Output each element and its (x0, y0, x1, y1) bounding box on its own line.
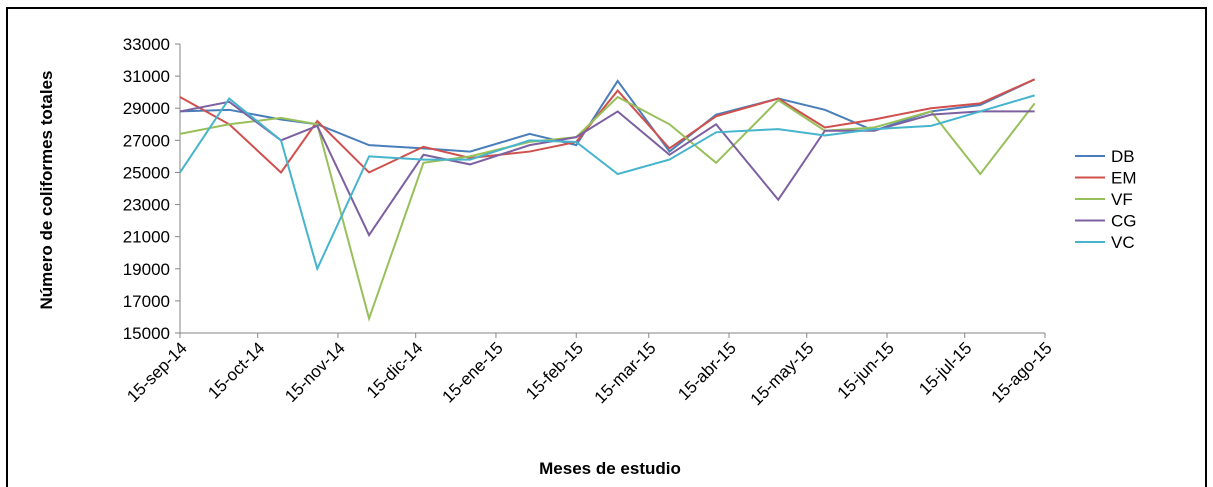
x-tick-label: 15-dic-14 (363, 338, 427, 402)
legend-label: VF (1111, 190, 1133, 209)
y-tick-label: 25000 (123, 163, 170, 182)
chart-border (6, 7, 1207, 487)
y-tick-label: 19000 (123, 260, 170, 279)
x-tick-label: 15-abr-15 (674, 338, 740, 404)
series-line (179, 95, 1036, 322)
x-axis-title: Meses de estudio (539, 459, 681, 478)
legend-label: EM (1111, 169, 1137, 188)
x-tick-label: 15-ago-15 (988, 338, 1056, 406)
x-tick-label: 15-ene-15 (439, 338, 507, 406)
y-tick-label: 15000 (123, 324, 170, 343)
x-tick-label: 15-jul-15 (915, 338, 975, 398)
y-tick-label: 23000 (123, 196, 170, 215)
x-tick-label: 15-sep-14 (123, 338, 191, 406)
y-tick-label: 33000 (123, 35, 170, 54)
legend-label: VC (1111, 233, 1135, 252)
y-tick-label: 29000 (123, 99, 170, 118)
legend-label: DB (1111, 147, 1135, 166)
x-tick-label: 15-nov-14 (281, 338, 349, 406)
y-tick-label: 31000 (123, 67, 170, 86)
series-line (179, 78, 1036, 174)
series-line (179, 94, 1035, 272)
y-tick-label: 27000 (123, 131, 170, 150)
y-tick-label: 21000 (123, 228, 170, 247)
y-tick-label: 17000 (123, 292, 170, 311)
x-tick-label: 15-jun-15 (834, 338, 898, 402)
x-tick-label: 15-oct-14 (204, 338, 268, 402)
x-tick-label: 15-feb-15 (522, 338, 587, 403)
x-tick-label: 15-mar-15 (591, 338, 660, 407)
x-tick-label: 15-may-15 (747, 338, 818, 409)
y-axis-title: Número de coliformes totales (37, 70, 56, 309)
legend-label: CG (1111, 212, 1137, 231)
series-line (179, 78, 1036, 154)
